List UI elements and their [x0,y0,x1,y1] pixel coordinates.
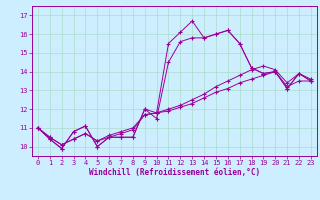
X-axis label: Windchill (Refroidissement éolien,°C): Windchill (Refroidissement éolien,°C) [89,168,260,177]
